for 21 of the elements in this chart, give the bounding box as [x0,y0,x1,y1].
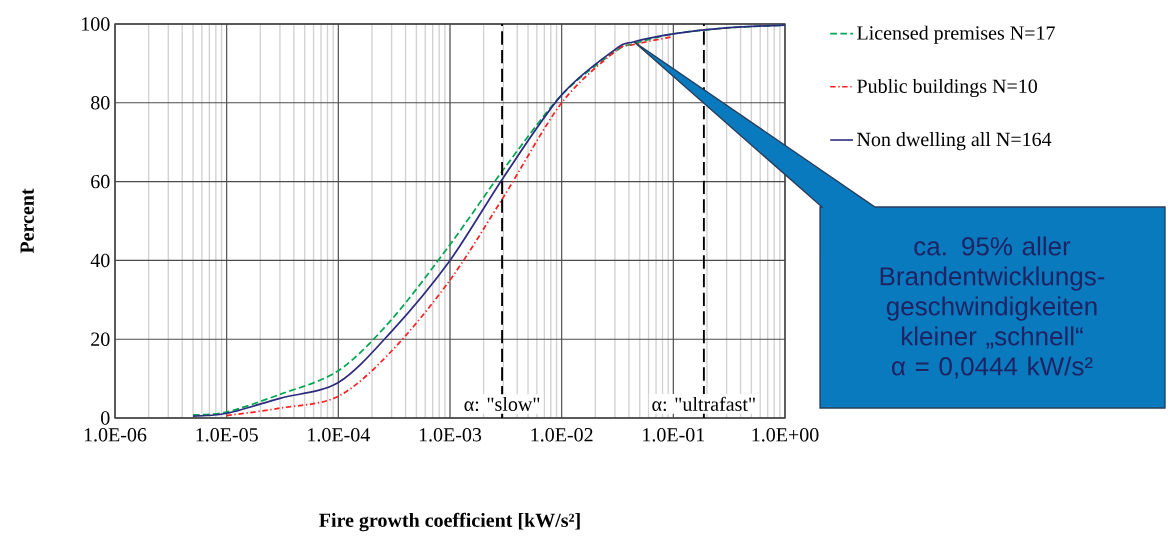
y-axis-title: Percent [20,188,34,254]
text: α = 0,0444 kW/s² [892,356,1093,379]
legend-label: Licensed premises N=17 [857,25,1055,44]
x-tick-label: 1.0E-05 [196,428,258,442]
x-axis-title: Fire growth coefficient [kW/s²] [319,512,580,532]
y-tick-label: 80 [91,96,110,110]
x-tick-label: 1.0E-02 [531,428,593,442]
x-tick-label: 1.0E-04 [308,428,370,442]
x-tick-label: 1.0E+00 [752,428,819,442]
x-tick-label: 1.0E-06 [84,428,147,442]
legend-label: Public buildings N=10 [857,78,1038,98]
y-tick-label: 60 [91,174,110,189]
y-tick-label: 40 [90,253,110,268]
x-tick-label: 1.0E-01 [643,428,705,442]
ref-line-label: α: "slow" [464,396,540,412]
y-tick-label: 100 [82,17,110,31]
y-tick-label: 0 [101,411,110,425]
legend-label: Non dwelling all N=164 [857,132,1052,151]
ref-line-label: α: "ultrafast" [652,396,755,412]
y-tick-label: 20 [91,332,110,346]
x-tick-label: 1.0E-03 [419,428,482,442]
